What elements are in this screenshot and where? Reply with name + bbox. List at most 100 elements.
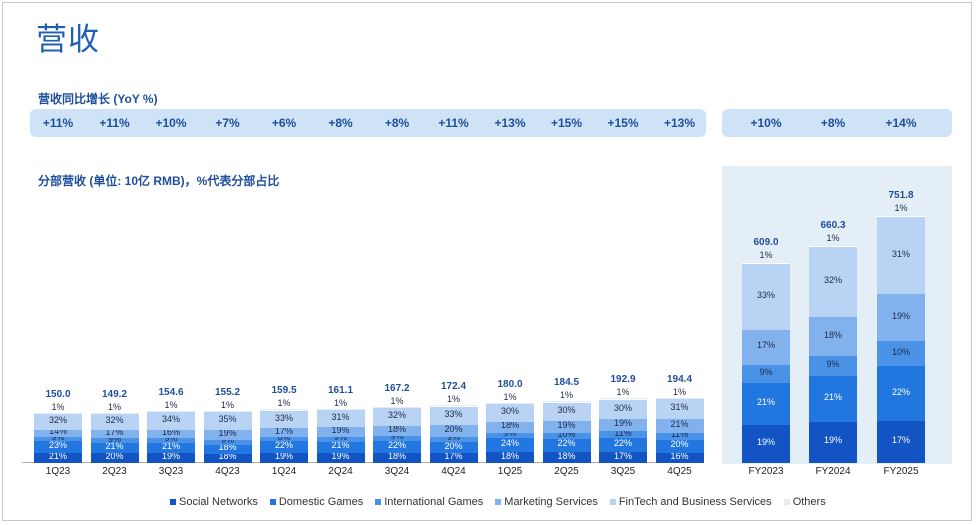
- bar-total-label: 660.3: [820, 220, 846, 232]
- segment-share-label: 9%: [390, 431, 404, 442]
- x-tick-label: 3Q24: [384, 466, 410, 477]
- segment-share-label: 1%: [826, 233, 840, 244]
- bar-segment: [742, 381, 790, 425]
- legend-swatch: [783, 499, 790, 505]
- segment-share-label: 23%: [48, 439, 67, 450]
- yoy-growth-label: +8%: [328, 116, 353, 130]
- yoy-growth-label: +6%: [271, 116, 297, 130]
- segment-share-label: 33%: [756, 290, 775, 301]
- segment-share-label: 17%: [756, 340, 775, 351]
- segment-share-label: 35%: [218, 414, 237, 425]
- segment-share-label: 21%: [756, 396, 775, 407]
- bar-segment: [877, 419, 925, 463]
- legend-item: Social Networks: [170, 496, 258, 508]
- segment-share-label: 1%: [559, 390, 573, 401]
- bar-segment: [260, 409, 308, 410]
- bar-total-label: 150.0: [45, 388, 71, 400]
- segment-share-label: 20%: [670, 439, 689, 450]
- bar-segment: [809, 246, 857, 317]
- segment-share-label: 18%: [218, 442, 237, 453]
- segment-share-label: 17%: [444, 451, 463, 462]
- segment-share-label: 22%: [274, 440, 293, 451]
- segment-share-label: 33%: [444, 409, 463, 420]
- segment-share-label: 1%: [220, 399, 234, 410]
- segment-share-label: 9%: [446, 432, 460, 443]
- segment-share-label: 9%: [759, 366, 773, 377]
- bar-segment: [742, 263, 790, 331]
- bar-segment: [316, 408, 365, 410]
- segment-share-label: 9%: [826, 359, 840, 370]
- segment-share-label: 21%: [105, 440, 124, 451]
- yoy-growth-label: +11%: [438, 116, 469, 130]
- segment-section-title: 分部营收 (单位: 10亿 RMB)，%代表分部占比: [38, 174, 280, 188]
- bar-segment: [542, 401, 591, 421]
- yoy-section-title: 营收同比增长 (YoY %): [38, 92, 158, 106]
- segment-share-label: 22%: [613, 438, 632, 449]
- bar-segment: [147, 410, 195, 412]
- bar-total-label: 155.2: [214, 386, 241, 398]
- x-tick-label: 4Q23: [215, 466, 240, 477]
- segment-share-label: 10%: [557, 428, 576, 439]
- segment-share-label: 18%: [500, 450, 519, 461]
- legend-label: FinTech and Business Services: [618, 496, 772, 508]
- x-tick-label: 1Q25: [497, 466, 523, 477]
- segment-share-label: 16%: [670, 450, 689, 461]
- segment-share-label: 9%: [51, 431, 65, 442]
- bar-total-label: 154.6: [158, 386, 184, 398]
- bar-segment: [429, 405, 478, 426]
- x-tick-label: FY2023: [748, 466, 784, 477]
- segment-share-label: 9%: [164, 433, 178, 444]
- bar-segment: [655, 398, 704, 420]
- bar-segment: [486, 403, 534, 422]
- x-tick-label: 3Q23: [158, 466, 184, 477]
- x-tick-label: 4Q25: [667, 466, 692, 477]
- segment-share-label: 9%: [503, 428, 517, 439]
- bar-total-label: 167.2: [384, 382, 410, 394]
- segment-share-label: 19%: [613, 418, 632, 429]
- x-tick-label: 1Q24: [271, 466, 297, 477]
- segment-share-label: 32%: [387, 410, 406, 421]
- segment-share-label: 14%: [48, 426, 67, 437]
- segment-share-label: 31%: [670, 402, 689, 413]
- segment-share-label: 19%: [331, 450, 350, 461]
- bar-total-label: 184.5: [553, 377, 580, 389]
- segment-share-label: 21%: [331, 440, 350, 451]
- yoy-growth-label: +11%: [99, 116, 130, 130]
- yoy-growth-label: +8%: [820, 116, 846, 130]
- segment-share-label: 21%: [823, 391, 842, 402]
- segment-share-label: 20%: [444, 424, 463, 435]
- segment-share-label: 22%: [557, 438, 576, 449]
- legend-label: International Games: [384, 496, 484, 508]
- segment-share-label: 1%: [164, 399, 178, 410]
- legend-item: Marketing Services: [495, 496, 598, 508]
- segment-share-label: 1%: [390, 395, 404, 406]
- bar-segment: [486, 402, 534, 404]
- yoy-growth-label: +7%: [215, 116, 240, 130]
- segment-share-label: 30%: [557, 404, 576, 415]
- x-tick-label: 1Q23: [45, 466, 71, 477]
- yoy-growth-label: +14%: [885, 116, 917, 130]
- page-title: 营收: [36, 22, 100, 58]
- bar-segment: [877, 213, 925, 217]
- segment-share-label: 34%: [161, 414, 180, 425]
- legend-label: Others: [792, 496, 826, 508]
- yoy-growth-label: +13%: [494, 116, 526, 130]
- legend-swatch: [609, 499, 616, 505]
- bar-total-label: 180.0: [497, 378, 523, 390]
- segment-share-label: 11%: [670, 429, 689, 440]
- segment-share-label: 20%: [444, 440, 463, 451]
- legend-swatch: [495, 499, 502, 505]
- segment-share-label: 21%: [161, 440, 180, 451]
- segment-share-label: 19%: [161, 451, 180, 462]
- segment-share-label: 1%: [107, 401, 121, 412]
- segment-share-label: 1%: [446, 394, 460, 405]
- bar-total-label: 161.1: [327, 384, 354, 396]
- segment-share-label: 1%: [616, 387, 630, 398]
- bar-segment: [316, 409, 365, 427]
- bar-total-label: 194.4: [666, 373, 693, 385]
- bar-segment: [373, 406, 421, 408]
- segment-share-label: 19%: [756, 436, 775, 447]
- segment-share-label: 18%: [500, 420, 519, 431]
- bar-segment: [429, 405, 478, 406]
